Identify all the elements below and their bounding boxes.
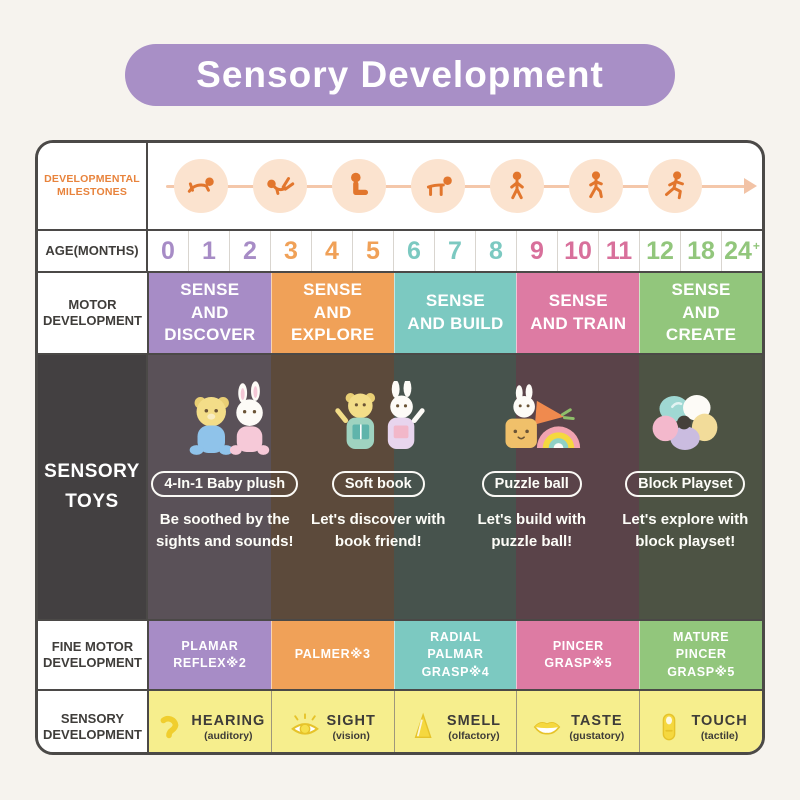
age-cell: 0 <box>161 236 175 265</box>
sense-label: TOUCH <box>691 712 748 729</box>
fine-motor-stage: PINCER GRASP※5 <box>516 621 640 689</box>
motor-stage: SENSE AND TRAIN <box>516 273 640 353</box>
bear-and-bunny-plush-icon <box>171 369 279 465</box>
sense-sublabel: (gustatory) <box>569 729 625 742</box>
age-cell: 10 <box>557 231 598 271</box>
toddler-standing-icon <box>490 159 544 213</box>
sense-sublabel: (vision) <box>332 729 370 742</box>
baby-crawling-icon <box>411 159 465 213</box>
toddler-running-icon <box>648 159 702 213</box>
finger-icon <box>663 713 676 741</box>
baby-kicking-icon <box>253 159 307 213</box>
milestones-track <box>148 143 762 229</box>
toy-group-block-playset: Block Playset Let's explore with block p… <box>609 355 763 619</box>
toy-description: Be soothed by the sights and sounds! <box>155 511 294 550</box>
motor-stage: SENSE AND DISCOVER <box>148 273 271 353</box>
fine-motor-stage: RADIAL PALMAR GRASP※4 <box>393 621 517 689</box>
milestones-row-header: DEVELOPMENTAL MILESTONES <box>38 143 148 229</box>
sense-sublabel: (auditory) <box>204 729 253 742</box>
page-title-text: Sensory Development <box>196 54 604 95</box>
age-cell: 7 <box>434 231 475 271</box>
age-row-header: AGE(MONTHS) <box>38 231 148 271</box>
age-cell: 9 <box>516 231 557 271</box>
toddler-walking-icon <box>569 159 623 213</box>
eye-icon <box>290 713 319 735</box>
age-cell: 2 <box>229 231 270 271</box>
row-sensory-development: SENSORY DEVELOPMENT HEARING (auditory) <box>38 689 762 752</box>
age-cell: 6 <box>393 231 434 271</box>
page-title: Sensory Development <box>125 44 675 106</box>
development-table: DEVELOPMENTAL MILESTONES <box>35 140 765 755</box>
motor-stage: SENSE AND EXPLORE <box>270 273 394 353</box>
motor-row-header: MOTOR DEVELOPMENT <box>38 273 149 353</box>
baby-sitting-icon <box>332 159 386 213</box>
lips-icon <box>534 721 561 735</box>
puzzle-ball-icon <box>478 369 586 465</box>
nose-icon <box>414 712 432 739</box>
row-motor-development: MOTOR DEVELOPMENT SENSE AND DISCOVER SEN… <box>38 271 762 353</box>
row-sensory-toys: SENSORY TOYS <box>38 353 762 619</box>
sense-sublabel: (olfactory) <box>448 729 500 742</box>
age-cell: 11 <box>598 231 639 271</box>
sense-label: SMELL <box>446 712 502 729</box>
toy-group-baby-plush: 4-In-1 Baby plush Be soothed by the sigh… <box>148 355 302 619</box>
motor-stage: SENSE AND BUILD <box>393 273 517 353</box>
sense-touch: TOUCH (tactile) <box>639 691 762 752</box>
soft-book-icon <box>324 369 432 465</box>
age-cell: 3 <box>270 231 311 271</box>
timeline-arrow-icon <box>744 178 757 194</box>
age-cell: 8 <box>475 231 516 271</box>
fine-motor-stage: PLAMAR REFLEX※2 <box>148 621 271 689</box>
toy-description: Let's build with puzzle ball! <box>477 511 587 550</box>
age-cell: 1 <box>188 231 229 271</box>
toy-label-pill: 4-In-1 Baby plush <box>151 471 299 497</box>
fine-motor-stage: PALMER※3 <box>270 621 394 689</box>
baby-tummy-time-icon <box>174 159 228 213</box>
age-cell: 5 <box>352 231 393 271</box>
motor-stage: SENSE AND CREATE <box>639 273 762 353</box>
toy-group-puzzle-ball: Puzzle ball Let's build with puzzle ball… <box>455 355 609 619</box>
sense-smell: SMELL (olfactory) <box>393 691 517 752</box>
sensory-row-header: SENSORY DEVELOPMENT <box>38 691 149 752</box>
toy-group-soft-book: Soft book Let's discover with book frien… <box>302 355 456 619</box>
age-cell: 12 <box>639 231 680 271</box>
age-cell: 24 + <box>721 231 762 271</box>
sense-cells: HEARING (auditory) SIGHT (vision) <box>148 691 762 752</box>
sense-taste: TASTE (gustatory) <box>516 691 640 752</box>
motor-stage-cells: SENSE AND DISCOVER SENSE AND EXPLORE SEN… <box>148 273 762 353</box>
toys-groups: 4-In-1 Baby plush Be soothed by the sigh… <box>148 355 762 619</box>
toy-label-pill: Puzzle ball <box>481 471 582 497</box>
toy-description: Let's discover with book friend! <box>311 511 446 550</box>
age-cells: 0 1 2 3 4 5 6 7 8 9 10 11 12 18 24 + <box>148 231 762 271</box>
sense-sublabel: (tactile) <box>700 729 739 742</box>
sense-label: HEARING <box>191 712 266 729</box>
row-developmental-milestones: DEVELOPMENTAL MILESTONES <box>38 143 762 229</box>
age-cell: 4 <box>311 231 352 271</box>
toys-body: 4-In-1 Baby plush Be soothed by the sigh… <box>148 355 762 619</box>
toy-label-pill: Block Playset <box>625 471 746 497</box>
toy-description: Let's explore with block playset! <box>622 511 749 550</box>
toys-row-header: SENSORY TOYS <box>38 355 148 619</box>
row-age-months: AGE(MONTHS) 0 1 2 3 4 5 6 7 8 9 10 11 12… <box>38 229 762 271</box>
block-playset-icon <box>631 369 739 465</box>
sense-label: SIGHT <box>326 712 376 729</box>
sense-sight: SIGHT (vision) <box>270 691 394 752</box>
age-cell: 18 <box>680 231 721 271</box>
sense-hearing: HEARING (auditory) <box>148 691 271 752</box>
fine-motor-stage: MATURE PINCER GRASP※5 <box>639 621 762 689</box>
fine-motor-cells: PLAMAR REFLEX※2 PALMER※3 RADIAL PALMAR G… <box>148 621 762 689</box>
fine-motor-row-header: FINE MOTOR DEVELOPMENT <box>38 621 149 689</box>
ear-icon <box>160 715 179 739</box>
toy-label-pill: Soft book <box>331 471 425 497</box>
row-fine-motor-development: FINE MOTOR DEVELOPMENT PLAMAR REFLEX※2 P… <box>38 619 762 689</box>
sense-label: TASTE <box>571 712 623 729</box>
